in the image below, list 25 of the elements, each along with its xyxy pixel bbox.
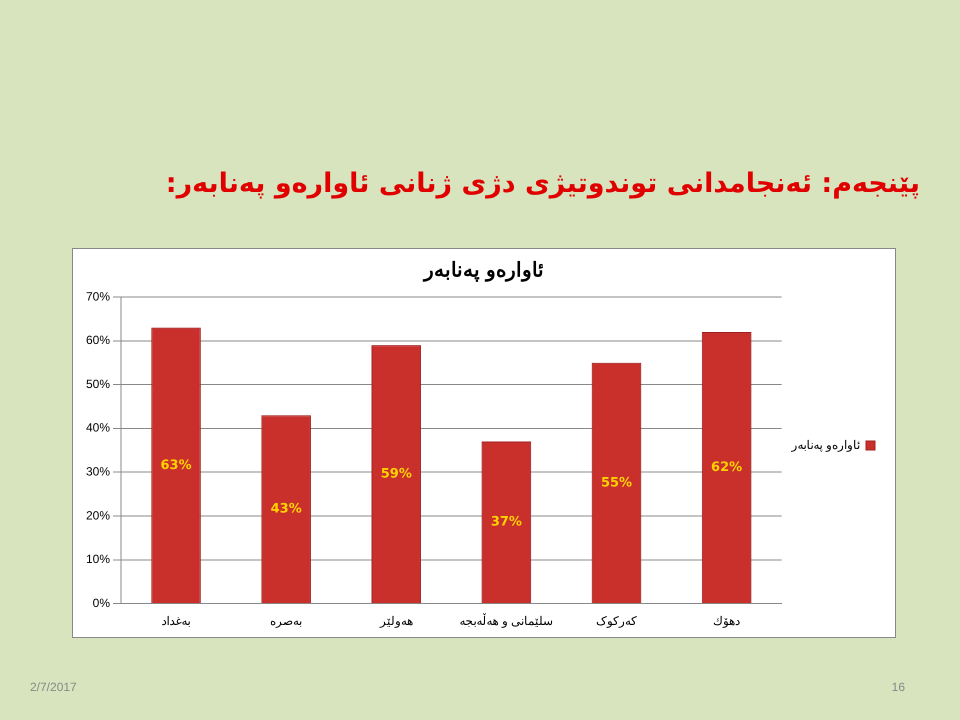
y-tick-label: 60% (86, 333, 110, 348)
y-tick-label: 70% (86, 289, 110, 304)
legend-label: ئاوارەو پەنابەر (790, 438, 860, 452)
data-label: 63% (160, 458, 192, 473)
data-label: 62% (711, 460, 742, 475)
x-tick-label: هەولێر (378, 614, 413, 628)
data-label: 55% (600, 475, 632, 490)
y-tick-label: 20% (86, 508, 110, 522)
text: 2/7/2017 (30, 680, 77, 694)
y-tick-label: 30% (86, 464, 110, 479)
x-tick-label: بەغداد (162, 614, 191, 628)
y-tick-label: 40% (86, 420, 110, 435)
x-tick-label: دهۆك (713, 614, 740, 628)
data-label: 59% (380, 466, 412, 482)
text: 16 (892, 680, 905, 694)
x-tick-label: بەصرە (270, 614, 302, 628)
y-tick-label: 10% (86, 552, 110, 566)
y-tick-label: 50% (86, 376, 110, 391)
y-tick-label: 0% (92, 596, 110, 610)
x-tick-label: سلێمانی و هەڵەبجە (460, 613, 554, 628)
data-label: 43% (270, 502, 302, 517)
chart-subtitle: ئاوارەو پەنابەر (422, 260, 544, 283)
x-tick-label: کەرکوک (596, 614, 638, 628)
chart-title: پێنجەم: ئەنجامدانی توندوتیژی دژی ژنانی ئاوارەو پەنابەر: (164, 168, 920, 199)
data-label: 37% (490, 514, 522, 530)
